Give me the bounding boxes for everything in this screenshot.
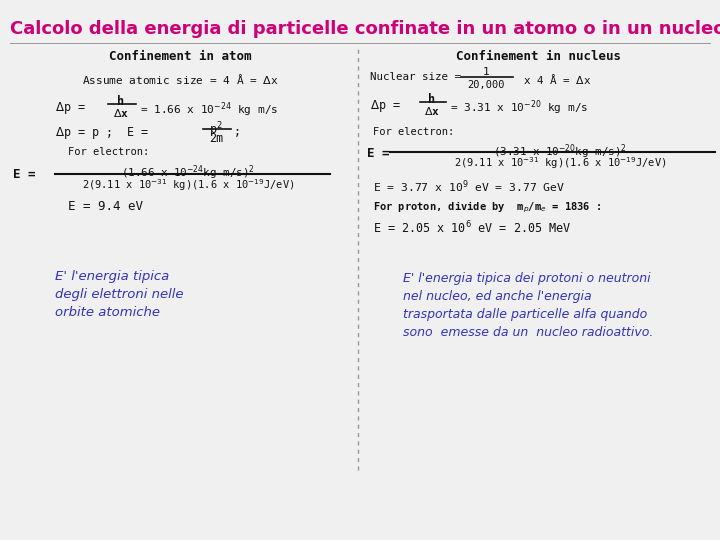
Text: $\Delta$p = p ;  E =: $\Delta$p = p ; E =: [55, 125, 150, 141]
Text: $\Delta$p =: $\Delta$p =: [370, 98, 401, 114]
Text: E' l'energia tipica dei protoni o neutroni
nel nucleo, ed anche l'energia
traspo: E' l'energia tipica dei protoni o neutro…: [403, 272, 653, 339]
Text: Nuclear size =: Nuclear size =: [370, 72, 467, 82]
Text: For electron:: For electron:: [373, 127, 454, 137]
Text: (1.66 x 10$^{-24}$kg m/s)$^2$: (1.66 x 10$^{-24}$kg m/s)$^2$: [121, 163, 255, 181]
Text: p$^2$: p$^2$: [210, 120, 222, 140]
Text: = 1.66 x 10$^{-24}$ kg m/s: = 1.66 x 10$^{-24}$ kg m/s: [140, 100, 278, 119]
Text: 2(9.11 x 10$^{-31}$ kg)(1.6 x 10$^{-19}$J/eV): 2(9.11 x 10$^{-31}$ kg)(1.6 x 10$^{-19}$…: [82, 177, 294, 193]
Text: E' l'energia tipica
degli elettroni nelle
orbite atomiche: E' l'energia tipica degli elettroni nell…: [55, 270, 184, 319]
Text: Calcolo della energia di particelle confinate in un atomo o in un nucleo: Calcolo della energia di particelle conf…: [10, 20, 720, 38]
Text: E = 2.05 x 10$^6$ eV = 2.05 MeV: E = 2.05 x 10$^6$ eV = 2.05 MeV: [373, 220, 572, 237]
Text: 1: 1: [482, 67, 490, 77]
Text: $\Delta$x: $\Delta$x: [113, 107, 129, 119]
Text: 2m: 2m: [209, 132, 223, 145]
Text: For electron:: For electron:: [68, 147, 149, 157]
Text: 20,000: 20,000: [467, 80, 505, 90]
Text: $\Delta$x: $\Delta$x: [424, 105, 440, 117]
Text: E = 9.4 eV: E = 9.4 eV: [68, 200, 143, 213]
Text: Assume atomic size = 4 Å = $\Delta$x: Assume atomic size = 4 Å = $\Delta$x: [81, 72, 279, 86]
Text: $\Delta$p =: $\Delta$p =: [55, 100, 86, 116]
Text: = 3.31 x 10$^{-20}$ kg m/s: = 3.31 x 10$^{-20}$ kg m/s: [450, 98, 588, 117]
Text: x 4 Å = $\Delta$x: x 4 Å = $\Delta$x: [517, 72, 592, 86]
Text: h: h: [428, 93, 436, 106]
Text: (3.31 x 10$^{-20}$kg m/s)$^2$: (3.31 x 10$^{-20}$kg m/s)$^2$: [493, 142, 627, 160]
Text: Confinement in nucleus: Confinement in nucleus: [456, 50, 621, 63]
Text: For proton, divide by  m$_p$/m$_e$ = 1836 :: For proton, divide by m$_p$/m$_e$ = 1836…: [373, 200, 601, 215]
Text: 2(9.11 x 10$^{-31}$ kg)(1.6 x 10$^{-19}$J/eV): 2(9.11 x 10$^{-31}$ kg)(1.6 x 10$^{-19}$…: [454, 155, 666, 171]
Text: Confinement in atom: Confinement in atom: [109, 50, 251, 63]
Text: E = 3.77 x 10$^9$ eV = 3.77 GeV: E = 3.77 x 10$^9$ eV = 3.77 GeV: [373, 178, 565, 194]
Text: ;: ;: [234, 125, 241, 138]
Text: E =: E =: [367, 147, 390, 160]
Text: E =: E =: [13, 168, 35, 181]
Text: h: h: [117, 95, 125, 108]
